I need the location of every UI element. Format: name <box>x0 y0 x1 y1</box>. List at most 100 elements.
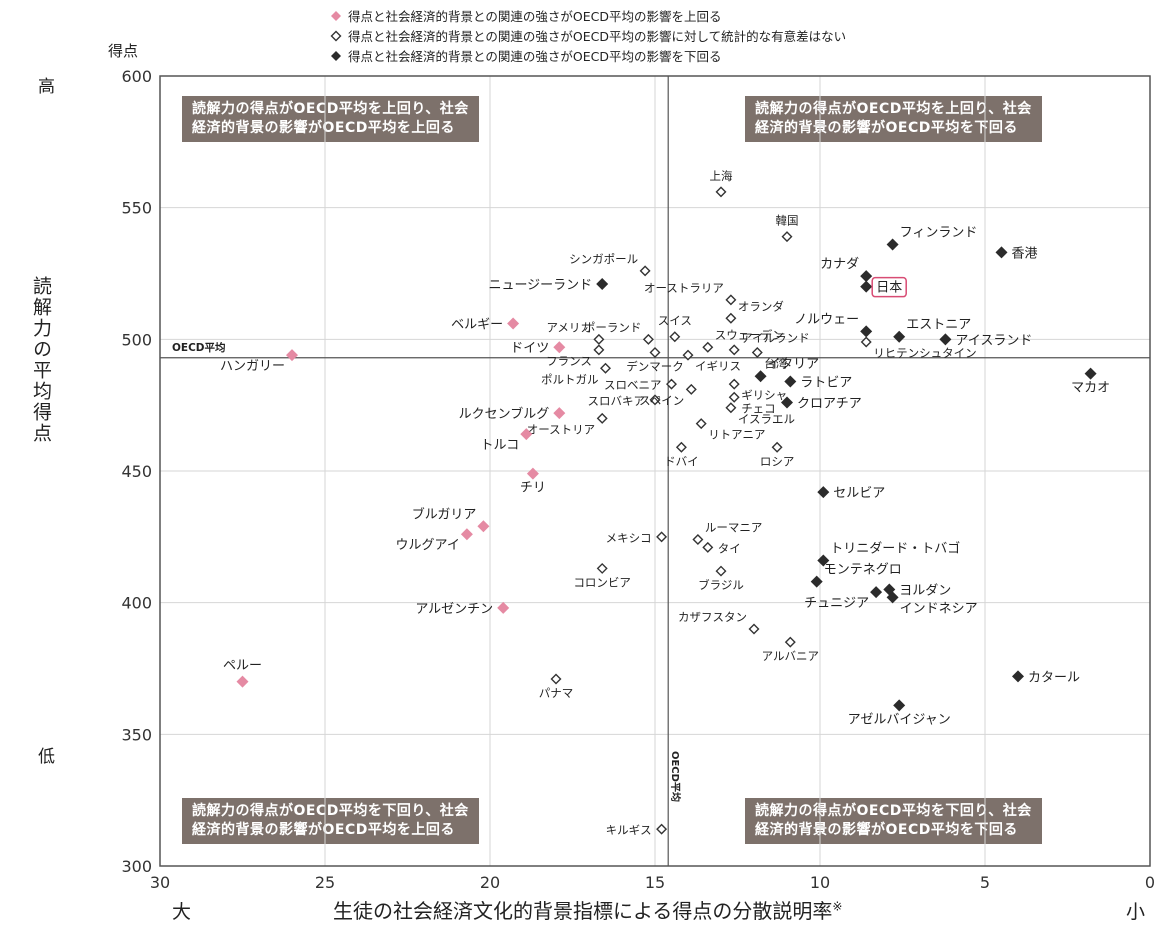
point-label: ギリシャ <box>741 388 787 402</box>
point-label: ウルグアイ <box>396 538 460 553</box>
point-label: イスラエル <box>738 412 795 426</box>
point-label: キルギス <box>606 823 652 837</box>
marker-below <box>939 333 952 346</box>
quadrant-bottom-right: 読解力の得点がOECD平均を下回り、社会 経済的背景の影響がOECD平均を下回る <box>745 798 1042 844</box>
marker-below <box>817 554 830 567</box>
point-label: ニュージーランド <box>488 278 592 293</box>
marker-nodiff <box>725 294 737 306</box>
marker-nodiff <box>781 231 793 243</box>
data-point: メキシコ <box>606 531 668 545</box>
data-point: ドバイ <box>664 441 699 468</box>
data-point: インドネシア <box>886 591 978 616</box>
data-point: ノルウェー <box>794 312 873 338</box>
data-point: カタール <box>1012 670 1080 685</box>
x-tick-label: 10 <box>810 873 830 892</box>
marker-nodiff <box>751 347 763 358</box>
data-point: ブルガリア <box>412 506 490 533</box>
data-point: タイ <box>702 541 741 555</box>
point-label: フィンランド <box>900 226 978 241</box>
y-tick-label: 400 <box>121 594 152 613</box>
point-label: ロシア <box>760 454 795 468</box>
point-label: マカオ <box>1071 381 1110 396</box>
marker-nodiff <box>593 344 605 356</box>
data-point: カザフスタン <box>678 610 760 635</box>
marker-nodiff <box>748 623 760 635</box>
data-point: スウェーデン <box>702 328 784 353</box>
marker-below <box>810 575 823 588</box>
legend-label-above: 得点と社会経済的背景との関連の強さがOECD平均の影響を上回る <box>348 9 722 24</box>
point-label: ドバイ <box>664 454 699 468</box>
data-point: トリニダード・トバゴ <box>817 541 960 567</box>
quadrant-tr-line2: 経済的背景の影響がOECD平均を下回る <box>755 120 1018 136</box>
point-label: ラトビア <box>800 375 852 390</box>
data-point: セルビア <box>817 486 885 501</box>
legend-label-below: 得点と社会経済的背景との関連の強さがOECD平均の影響を下回る <box>348 49 722 64</box>
marker-nodiff <box>860 336 872 348</box>
data-point: アメリカ <box>546 320 605 345</box>
data-point: オーストラリア <box>644 281 737 306</box>
point-label: ノルウェー <box>794 312 859 327</box>
data-point: ギリシャ <box>728 378 787 402</box>
data-point: トルコ <box>481 428 533 453</box>
marker-nodiff <box>784 636 796 648</box>
data-point: クロアチア <box>781 396 862 412</box>
marker-nodiff <box>728 378 740 390</box>
point-label: クロアチア <box>797 397 862 412</box>
data-point: ベルギー <box>451 317 520 333</box>
marker-nodiff <box>692 533 704 545</box>
marker-nodiff <box>728 391 740 403</box>
point-label: イタリア <box>768 357 819 372</box>
point-label: パナマ <box>539 686 574 700</box>
data-point: ニュージーランド <box>488 278 609 293</box>
marker-below <box>1084 367 1097 380</box>
marker-nodiff <box>702 341 714 353</box>
point-label: ハンガリー <box>220 359 285 374</box>
marker-nodiff <box>649 394 661 406</box>
point-label: 香港 <box>1012 246 1038 261</box>
data-point: アイルランド <box>728 331 810 356</box>
marker-nodiff <box>656 823 668 835</box>
point-label: 日本 <box>876 281 902 296</box>
marker-nodiff <box>725 402 737 414</box>
data-point: ラトビア <box>784 375 852 390</box>
data-point: キルギス <box>606 823 668 837</box>
y-low-label: 低 <box>38 747 55 767</box>
point-label: 上海 <box>710 169 733 183</box>
marker-above <box>286 349 298 362</box>
marker-below <box>754 370 767 383</box>
data-point: ロシア <box>760 441 795 468</box>
data-point: ドイツ <box>510 341 566 356</box>
data-point: ウルグアイ <box>396 528 473 553</box>
y-axis-title: 読解力の平均得点 <box>30 276 52 444</box>
point-label: シンガポール <box>569 252 638 266</box>
data-point: マカオ <box>1071 367 1110 396</box>
data-point: ルクセンブルグ <box>459 406 566 422</box>
marker-above <box>553 407 566 420</box>
data-point: フランス <box>546 344 605 368</box>
quadrant-bottom-left: 読解力の得点がOECD平均を下回り、社会 経済的背景の影響がOECD平均を上回る <box>182 798 479 844</box>
marker-below <box>860 325 873 338</box>
marker-nodiff <box>771 441 783 453</box>
marker-nodiff <box>639 265 651 277</box>
point-label: デンマーク <box>626 360 684 374</box>
point-label: ベルギー <box>451 318 503 333</box>
y-tick-label: 500 <box>121 330 152 349</box>
data-point: 上海 <box>710 169 733 198</box>
marker-below <box>893 699 906 712</box>
marker-nodiff <box>666 378 677 390</box>
point-label: ポーランド <box>584 320 642 334</box>
point-label: フランス <box>546 354 592 368</box>
point-label: オーストリア <box>527 422 595 436</box>
marker-nodiff <box>550 673 562 685</box>
x-tick-label: 15 <box>645 873 665 892</box>
marker-below <box>860 280 873 293</box>
point-label: アイルランド <box>741 331 809 345</box>
data-point: ペルー <box>223 659 262 688</box>
data-point: スロバキア <box>588 394 661 408</box>
quadrant-tl-line2: 経済的背景の影響がOECD平均を上回る <box>192 120 455 136</box>
marker-nodiff <box>702 541 714 553</box>
x-tick-label: 30 <box>150 873 170 892</box>
quadrant-bl-line2: 経済的背景の影響がOECD平均を上回る <box>192 822 455 838</box>
data-point: チリ <box>520 467 546 496</box>
